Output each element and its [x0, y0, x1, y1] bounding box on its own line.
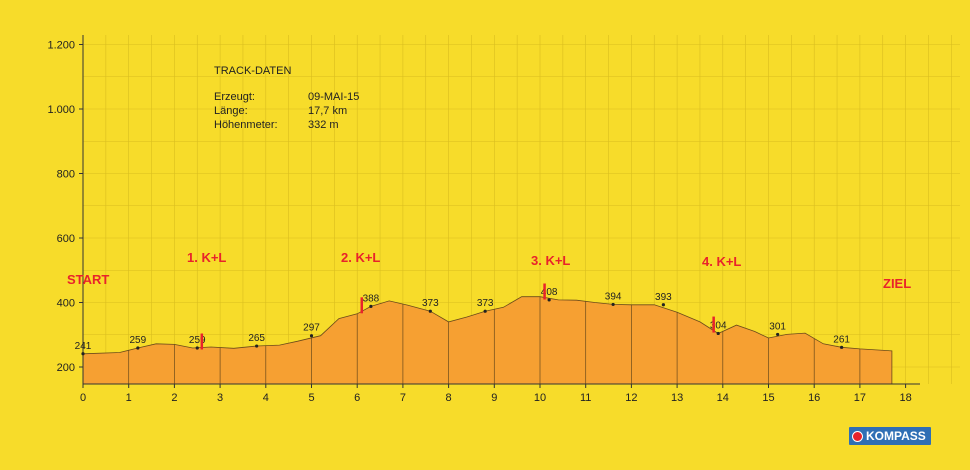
elevation-point [195, 346, 199, 350]
elevation-point [81, 352, 85, 356]
x-tick-label: 4 [263, 392, 269, 404]
track-data-box: TRACK-DATEN Erzeugt: 09-MAI-15 Länge: 17… [214, 64, 359, 132]
elevation-point-label: 297 [303, 323, 320, 334]
x-tick-label: 1 [126, 392, 132, 404]
y-tick-label: 800 [57, 169, 75, 181]
elevation-point-label: 373 [422, 298, 439, 309]
elevation-area [82, 296, 893, 385]
x-tick-label: 11 [580, 392, 591, 404]
stop-label-3: 3. K+L [531, 253, 571, 268]
x-tick-label: 17 [854, 392, 866, 404]
x-tick-label: 18 [899, 392, 911, 404]
elevation-point-label: 265 [248, 333, 265, 344]
info-ascent-value: 332 m [308, 119, 339, 131]
kompass-logo-icon [852, 430, 863, 442]
elevation-point [136, 346, 140, 350]
info-created-value: 09-MAI-15 [308, 91, 360, 103]
kompass-logo: KOMPASS [849, 427, 931, 445]
x-tick-label: 5 [308, 392, 314, 404]
stop-label-2: 2. K+L [341, 250, 381, 265]
finish-label: ZIEL [883, 276, 912, 291]
x-tick-label: 0 [80, 392, 86, 404]
elevation-point-label: 261 [833, 334, 850, 345]
elevation-point [661, 303, 665, 307]
elevation-area-layer [82, 296, 893, 385]
elevation-point-label: 393 [655, 292, 672, 303]
x-tick-label: 13 [671, 392, 683, 404]
info-row-created: Erzeugt: 09-MAI-15 [214, 90, 359, 104]
x-tick-label: 8 [446, 392, 452, 404]
elevation-point [309, 334, 314, 338]
elevation-point [255, 344, 259, 348]
x-tick-label: 12 [625, 392, 637, 404]
elevation-point-label: 408 [541, 287, 558, 298]
stop-label-4: 4. K+L [702, 254, 742, 269]
y-tick-label: 200 [57, 362, 75, 374]
y-tick-label: 1.000 [47, 104, 75, 116]
x-tick-label: 14 [717, 392, 729, 404]
elevation-point [840, 345, 844, 349]
elevation-point-label: 373 [477, 298, 494, 309]
info-ascent-label: Höhenmeter: [214, 119, 278, 131]
y-tick-label: 1.200 [47, 40, 75, 52]
elevation-point [483, 309, 487, 313]
info-created-label: Erzeugt: [214, 91, 255, 103]
elevation-point [716, 331, 720, 336]
elevation-point-label: 304 [710, 320, 727, 331]
elevation-points: 241 259 259 265 297 388 373 373 408 394 393 304 301 2… [75, 287, 850, 356]
y-tick-label: 400 [57, 298, 75, 310]
info-length-label: Länge: [214, 105, 248, 117]
x-tick-label: 6 [354, 392, 360, 404]
info-row-ascent: Höhenmeter: 332 m [214, 118, 359, 132]
elevation-point [369, 304, 373, 308]
kompass-logo-text: KOMPASS [866, 429, 926, 443]
x-tick-label: 3 [217, 392, 223, 404]
track-data-title: TRACK-DATEN [214, 65, 292, 77]
rest-stop-markers [200, 283, 715, 350]
elevation-point-label: 388 [363, 293, 380, 304]
x-tick-label: 10 [534, 392, 546, 404]
elevation-point-label: 301 [769, 321, 786, 332]
elevation-point-label: 259 [129, 335, 146, 346]
km-dividers [128, 296, 861, 384]
y-tick-label: 600 [57, 233, 75, 245]
x-tick-label: 9 [491, 392, 497, 404]
info-row-length: Länge: 17,7 km [214, 104, 359, 118]
elevation-point [428, 309, 432, 313]
x-tick-label: 7 [400, 392, 406, 404]
start-label: START [67, 272, 110, 287]
elevation-point-label: 394 [605, 291, 622, 302]
elevation-point-label: 241 [75, 341, 92, 352]
x-tick-label: 2 [171, 392, 177, 404]
x-tick-label: 16 [808, 392, 820, 404]
info-length-value: 17,7 km [308, 105, 348, 117]
elevation-point-label: 259 [189, 335, 206, 346]
elevation-point [547, 298, 551, 302]
x-tick-label: 15 [762, 392, 774, 404]
elevation-point [776, 332, 780, 337]
stop-label-1: 1. K+L [187, 250, 227, 265]
elevation-point [611, 302, 615, 307]
